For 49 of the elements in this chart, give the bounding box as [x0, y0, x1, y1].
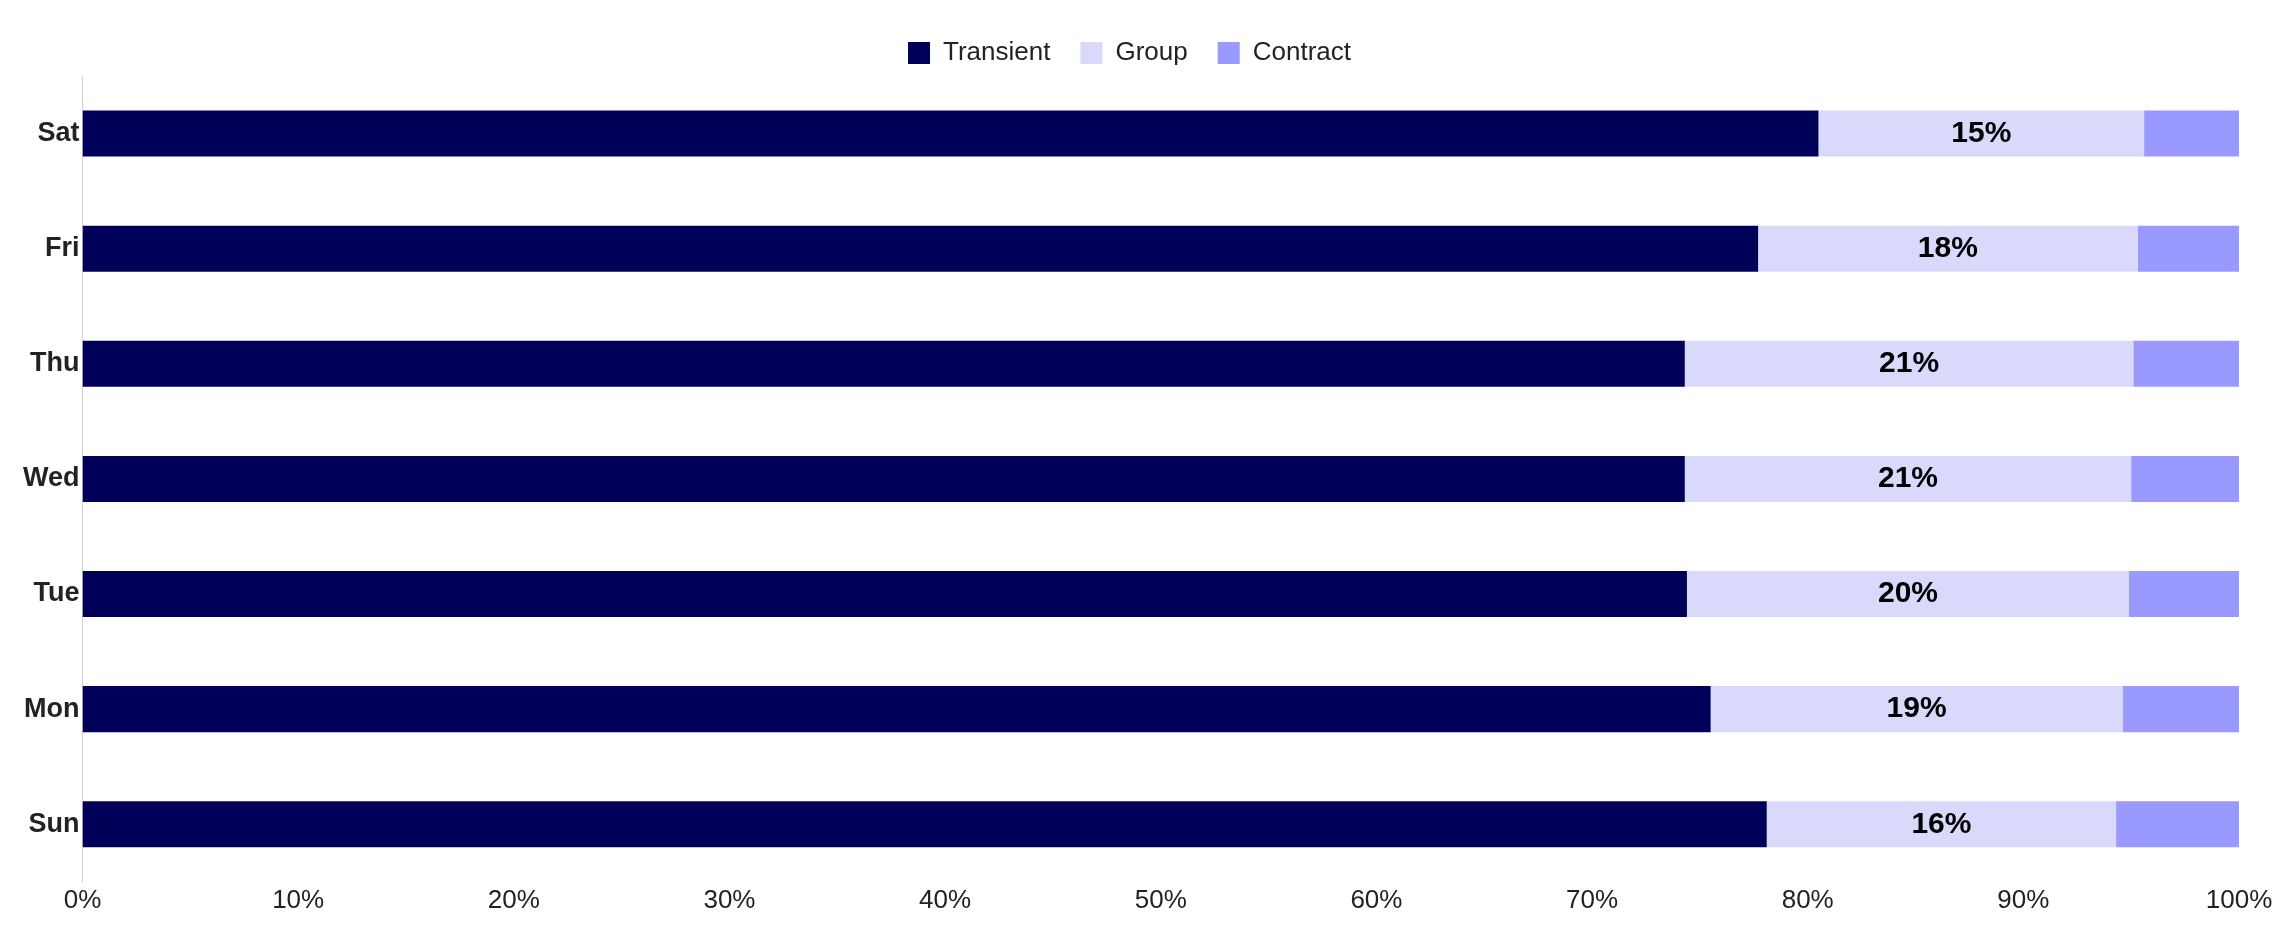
- x-tick-label: 80%: [1781, 883, 1834, 914]
- bar: [1818, 110, 2145, 157]
- data-label: 18%: [1917, 229, 1978, 263]
- legend-label: Group: [1115, 36, 1188, 67]
- bar: [82, 110, 1819, 157]
- x-tick-label: 100%: [2205, 883, 2273, 914]
- bar: [1684, 340, 2134, 387]
- y-tick-label: Tue: [33, 577, 80, 608]
- y-tick-label: Thu: [30, 347, 80, 378]
- bar: [2144, 110, 2239, 157]
- bar: [1684, 455, 2132, 502]
- bar: [2137, 225, 2239, 272]
- legend-label: Contract: [1252, 36, 1352, 67]
- y-tick-label: Sun: [28, 807, 80, 838]
- bar: [1758, 225, 2138, 272]
- bar: [82, 686, 1711, 733]
- bar: [82, 455, 1685, 502]
- y-tick-label: Sat: [37, 117, 80, 148]
- y-tick-label: Fri: [44, 232, 80, 263]
- bar: [1710, 686, 2123, 733]
- x-tick-label: 40%: [919, 883, 972, 914]
- y-tick-label: Mon: [24, 692, 80, 723]
- bar: [2122, 686, 2239, 733]
- data-label: 21%: [1879, 345, 1940, 379]
- y-tick-label: Wed: [22, 462, 80, 493]
- bar: [82, 225, 1759, 272]
- legend-label: Transient: [943, 36, 1052, 67]
- data-label: 19%: [1886, 690, 1947, 724]
- bar: [2116, 801, 2239, 848]
- bar: [2133, 340, 2239, 387]
- x-tick-label: 20%: [487, 883, 540, 914]
- data-label: 20%: [1877, 575, 1938, 609]
- x-tick-label: 70%: [1566, 883, 1619, 914]
- data-label: 15%: [1951, 114, 2012, 148]
- bar: [2131, 455, 2239, 502]
- bar: [82, 801, 1767, 848]
- x-tick-label: 90%: [1997, 883, 2050, 914]
- x-tick-label: 30%: [703, 883, 756, 914]
- bar: [2129, 570, 2239, 618]
- x-tick-label: 0%: [63, 883, 102, 914]
- bar: [1686, 570, 2130, 618]
- x-tick-label: 10%: [272, 883, 325, 914]
- data-label: 21%: [1877, 460, 1938, 494]
- data-label: 16%: [1911, 805, 1972, 839]
- x-tick-label: 50%: [1134, 883, 1187, 914]
- bar: [1766, 801, 2117, 848]
- bar: [82, 340, 1685, 387]
- bar: [82, 570, 1687, 618]
- x-tick-label: 60%: [1350, 883, 1403, 914]
